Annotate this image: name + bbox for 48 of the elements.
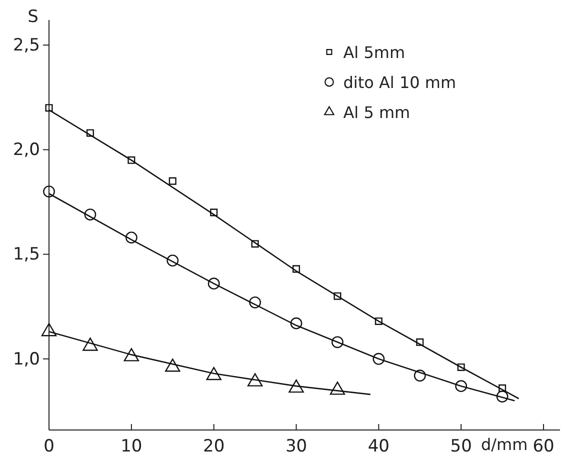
point bbox=[414, 370, 426, 382]
point bbox=[455, 380, 468, 392]
point bbox=[208, 278, 220, 290]
x-tick-label: 0 bbox=[44, 436, 54, 457]
point bbox=[210, 208, 218, 216]
point bbox=[332, 336, 344, 348]
y-axis-title: S bbox=[28, 7, 38, 27]
point bbox=[124, 348, 140, 362]
y-tick-label: 1,0 bbox=[12, 349, 40, 370]
legend-label: Al 5mm bbox=[343, 43, 406, 62]
point bbox=[125, 232, 138, 244]
point bbox=[128, 156, 136, 164]
x-tick-label: 30 bbox=[285, 436, 308, 457]
x-tick-label: 50 bbox=[450, 436, 472, 457]
point bbox=[165, 358, 180, 372]
point bbox=[288, 379, 304, 393]
point bbox=[330, 382, 346, 395]
x-tick-label: 60 bbox=[532, 436, 554, 457]
point bbox=[86, 129, 94, 137]
y-tick-label: 2,0 bbox=[12, 140, 40, 160]
point bbox=[251, 240, 259, 248]
point bbox=[457, 363, 465, 372]
x-axis-title: d/mm bbox=[480, 435, 528, 454]
point bbox=[498, 384, 506, 392]
point bbox=[82, 338, 98, 351]
point bbox=[168, 177, 176, 185]
x-tick-label: 10 bbox=[120, 436, 142, 457]
point bbox=[249, 296, 261, 308]
point bbox=[206, 366, 222, 380]
x-tick-label: 20 bbox=[203, 436, 225, 457]
y-tick-label: 2,5 bbox=[12, 36, 40, 56]
x-tick-label: 40 bbox=[368, 436, 390, 457]
point bbox=[84, 208, 96, 220]
point bbox=[416, 338, 424, 346]
point bbox=[247, 373, 263, 386]
point bbox=[496, 390, 508, 402]
point bbox=[290, 317, 302, 330]
point bbox=[41, 322, 57, 336]
point bbox=[45, 104, 53, 112]
point bbox=[166, 254, 179, 267]
y-tick-label: 1,5 bbox=[12, 244, 40, 265]
point bbox=[372, 352, 385, 365]
legend-label: Al 5 mm bbox=[343, 103, 410, 122]
point bbox=[374, 317, 382, 325]
point bbox=[292, 265, 300, 273]
point bbox=[43, 186, 55, 198]
legend-label: dito Al 10 mm bbox=[343, 73, 456, 92]
point bbox=[334, 292, 342, 300]
